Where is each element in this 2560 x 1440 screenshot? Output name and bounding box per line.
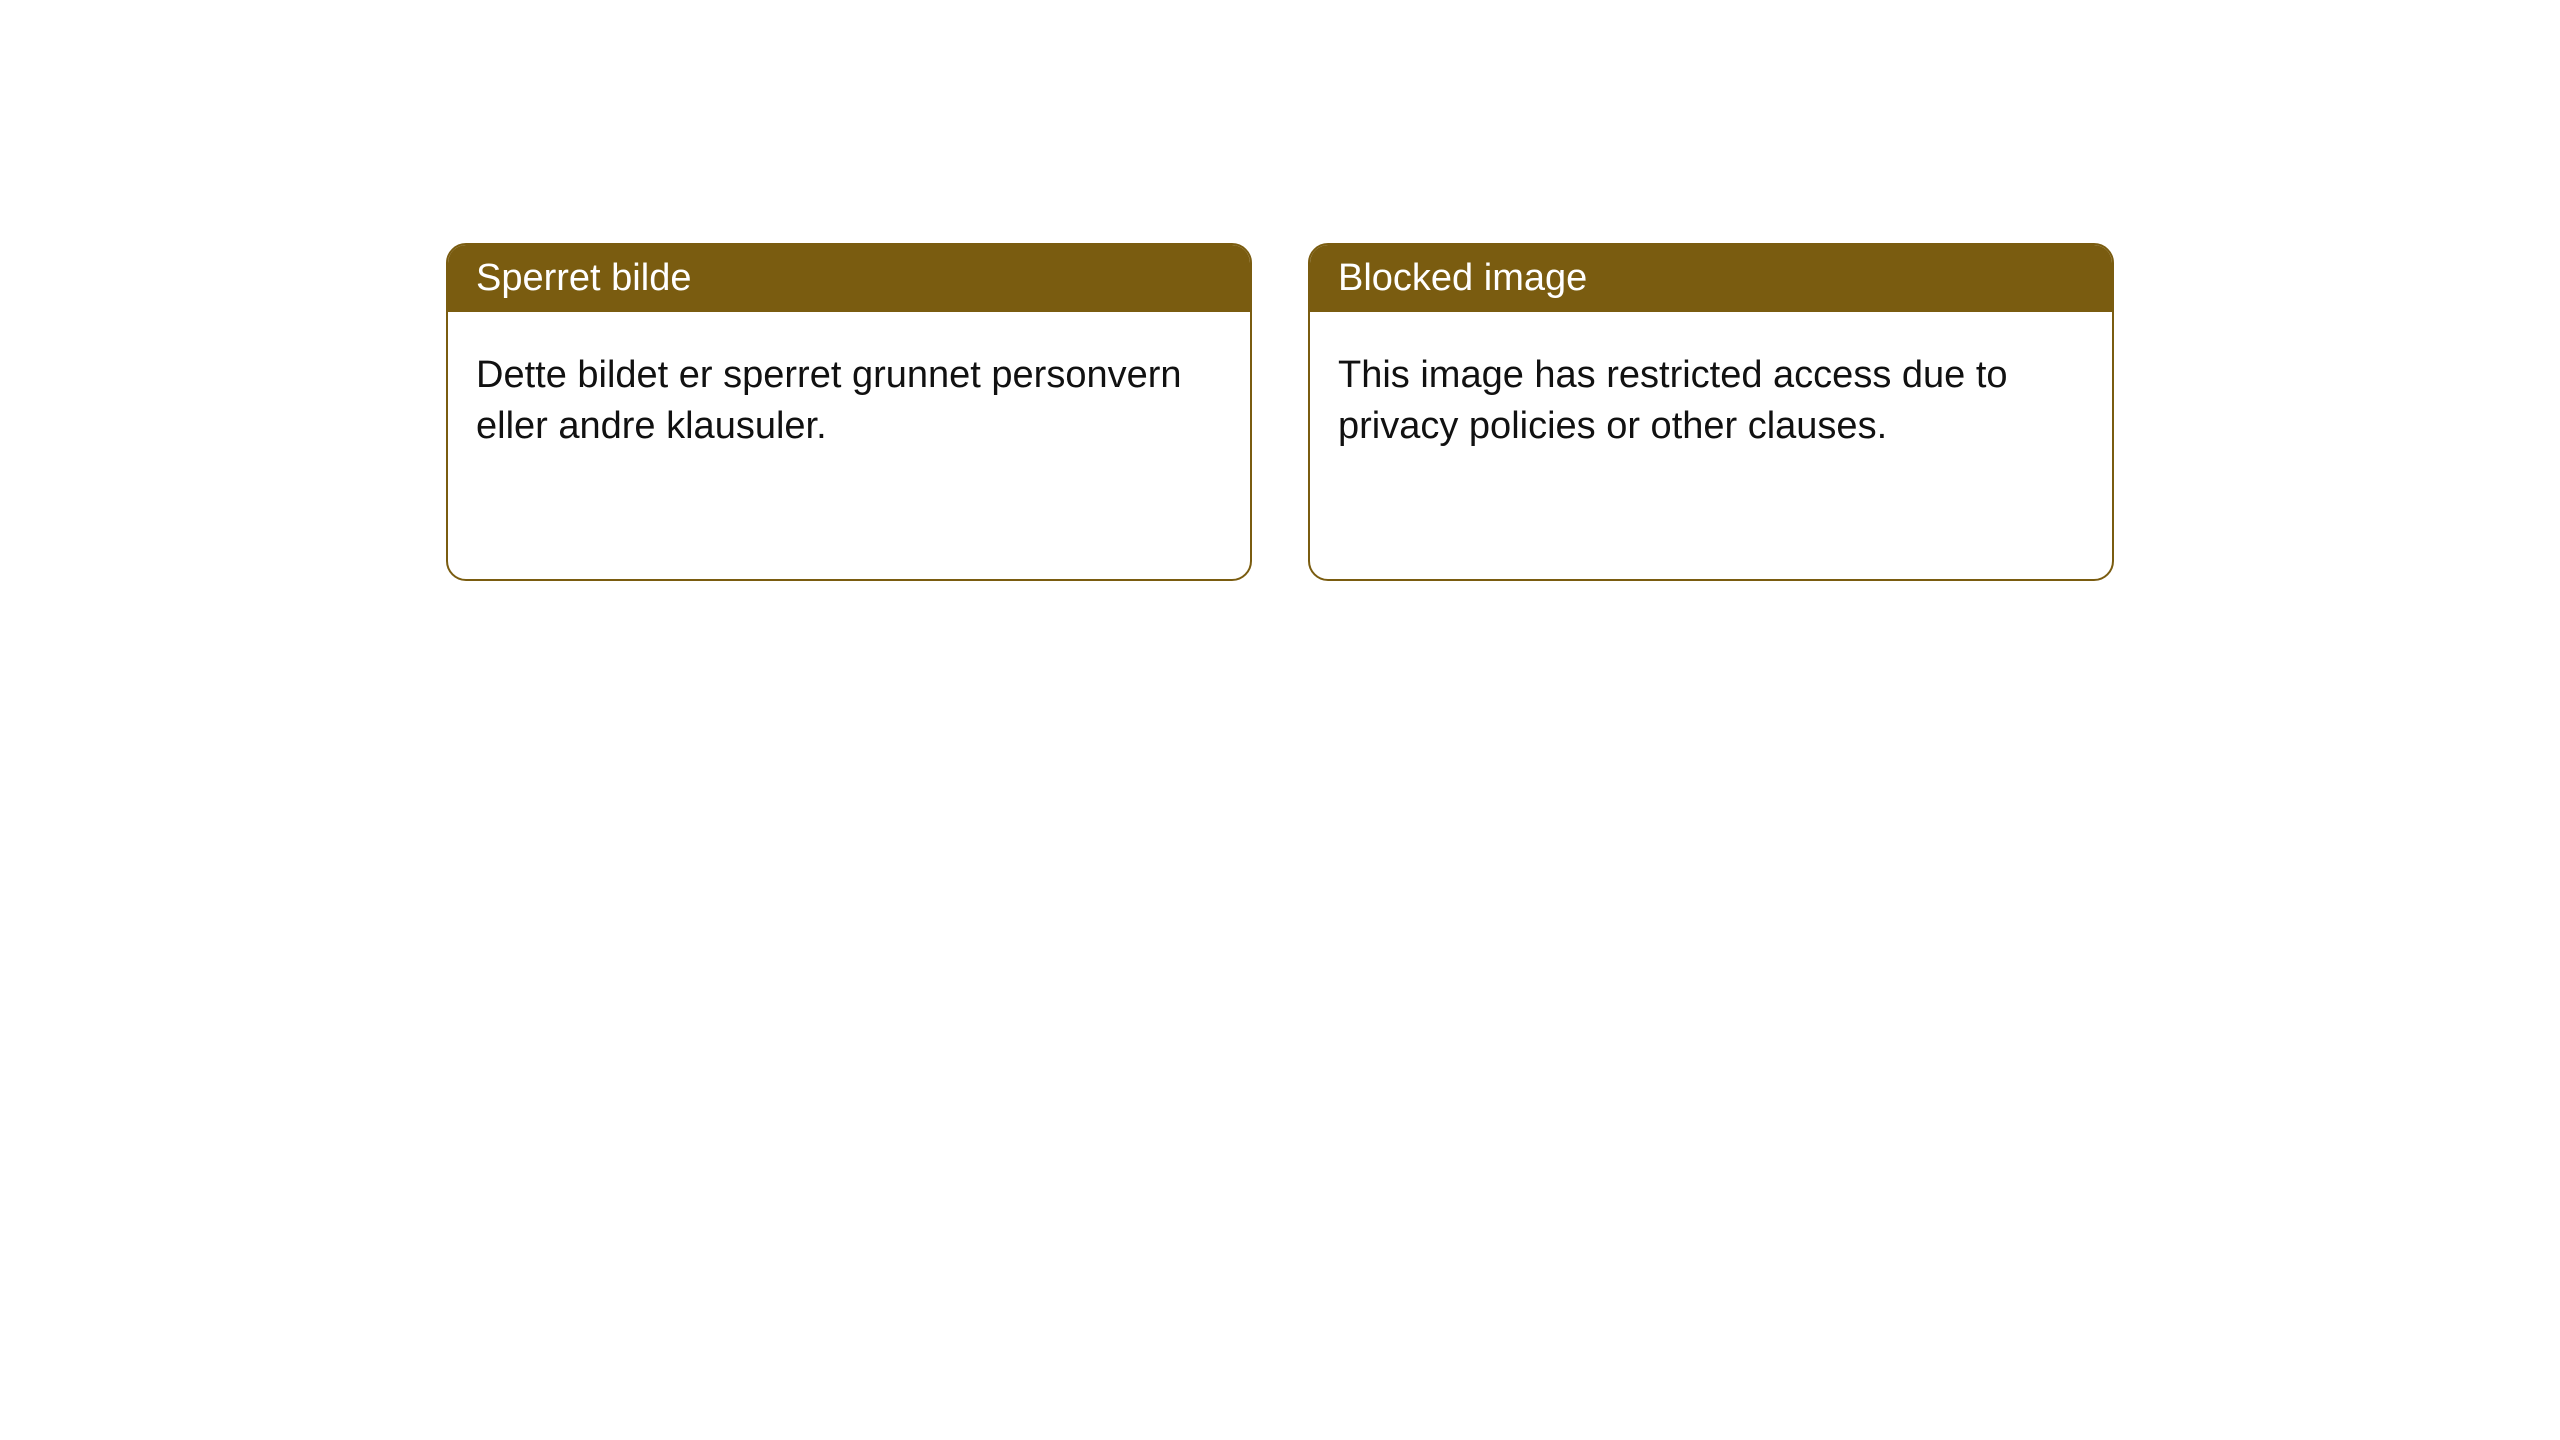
notice-body-no: Dette bildet er sperret grunnet personve… [448, 312, 1250, 491]
notice-header-no: Sperret bilde [448, 245, 1250, 312]
notice-title-en: Blocked image [1338, 257, 1587, 299]
notice-title-no: Sperret bilde [476, 257, 691, 299]
notice-card-en: Blocked image This image has restricted … [1308, 243, 2114, 581]
notice-header-en: Blocked image [1310, 245, 2112, 312]
notice-text-no: Dette bildet er sperret grunnet personve… [476, 354, 1182, 447]
notice-text-en: This image has restricted access due to … [1338, 354, 2008, 447]
notice-body-en: This image has restricted access due to … [1310, 312, 2112, 491]
notice-card-no: Sperret bilde Dette bildet er sperret gr… [446, 243, 1252, 581]
notice-container: Sperret bilde Dette bildet er sperret gr… [446, 243, 2114, 581]
